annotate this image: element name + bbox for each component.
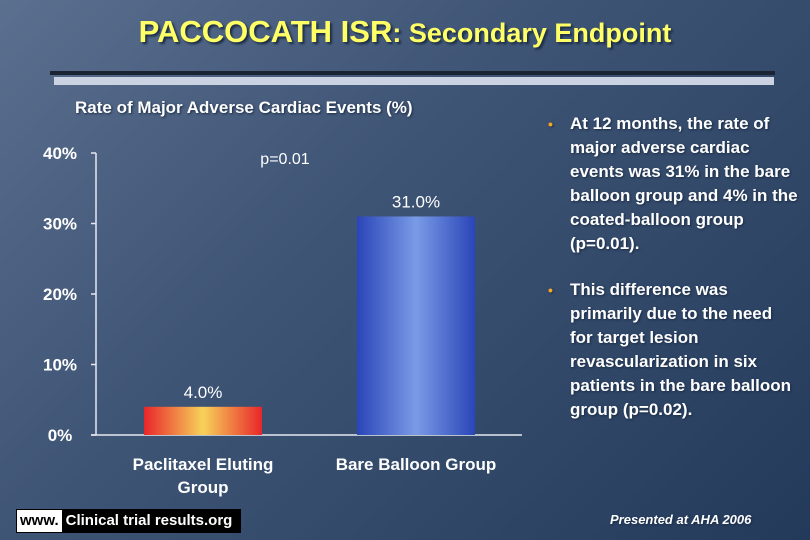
p-value-annotation: p=0.01 bbox=[260, 151, 309, 168]
y-tick-label: 0% bbox=[48, 426, 73, 445]
bullet-text: At 12 months, the rate of major adverse … bbox=[570, 114, 798, 253]
x-category-label: Group bbox=[178, 478, 229, 497]
chart-title: Rate of Major Adverse Cardiac Events (%) bbox=[75, 98, 413, 117]
title-divider-dark bbox=[50, 71, 775, 75]
bullet-dot-icon: • bbox=[548, 282, 553, 298]
y-tick-label: 20% bbox=[43, 285, 77, 304]
bar-chart: 0% 10% 20% 30% 40% 4.0% Paclitaxel Eluting Gro… bbox=[43, 144, 522, 497]
y-tick-label: 40% bbox=[43, 144, 77, 163]
presentation-footnote: Presented at AHA 2006 bbox=[610, 512, 752, 527]
bar bbox=[357, 216, 475, 435]
logo-site-name: Clinical trial results.org bbox=[61, 510, 241, 532]
x-category-label: Paclitaxel Eluting bbox=[133, 455, 274, 474]
slide-title-main: PACCOCATH ISR bbox=[138, 14, 393, 49]
bullet-text: This difference was primarily due to the… bbox=[570, 280, 792, 419]
bullet-item: • This difference was primarily due to t… bbox=[548, 278, 798, 422]
bullet-dot-icon: • bbox=[548, 116, 553, 132]
y-tick-label: 30% bbox=[43, 215, 77, 234]
bar-value-label: 4.0% bbox=[184, 383, 223, 402]
logo-www: www. bbox=[17, 510, 62, 532]
bullet-list: • At 12 months, the rate of major advers… bbox=[548, 112, 798, 444]
title-divider-light bbox=[54, 77, 774, 85]
bullet-item: • At 12 months, the rate of major advers… bbox=[548, 112, 798, 256]
slide-title-sub: : Secondary Endpoint bbox=[392, 18, 672, 48]
bar bbox=[144, 406, 262, 435]
slide-title: PACCOCATH ISR: Secondary Endpoint bbox=[0, 14, 810, 50]
bar-value-label: 31.0% bbox=[392, 192, 440, 211]
site-logo: www. Clinical trial results.org bbox=[16, 509, 242, 533]
x-category-label: Bare Balloon Group bbox=[336, 455, 497, 474]
y-tick-label: 10% bbox=[43, 356, 77, 375]
